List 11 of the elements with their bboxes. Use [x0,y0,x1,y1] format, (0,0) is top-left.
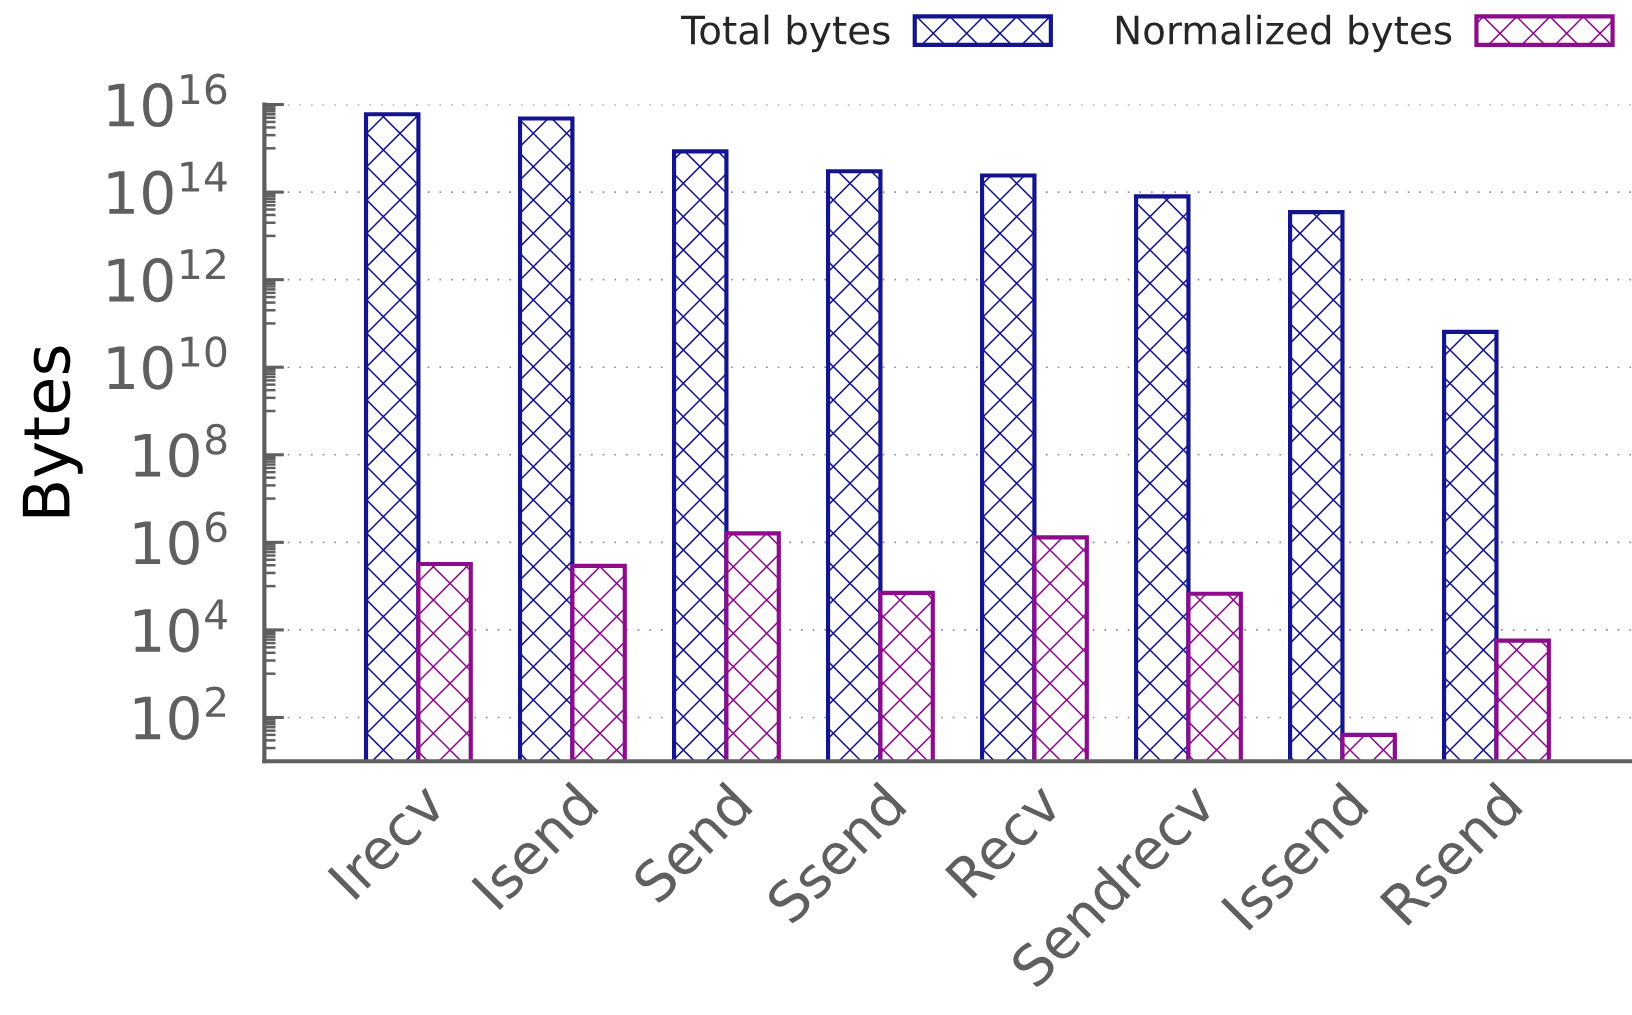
y-tick-label: 10$^{6}$ [134,511,227,565]
y-tick-label: 10$^{2}$ [134,686,226,741]
y-tick-label: 10$^{10}$ [108,336,227,390]
legend-label: Normalized bytes [1116,14,1452,53]
y-tick-label: 10$^{4}$ [134,599,227,653]
y-tick-label: 10$^{14}$ [108,161,227,215]
y-tick-label: 10$^{8}$ [134,423,227,478]
y-tick-label: 10$^{12}$ [108,248,225,303]
legend-label: Total bytes [680,14,890,53]
y-tick-label: 10$^{16}$ [108,73,227,128]
y-axis-title: Bytes [22,346,83,517]
